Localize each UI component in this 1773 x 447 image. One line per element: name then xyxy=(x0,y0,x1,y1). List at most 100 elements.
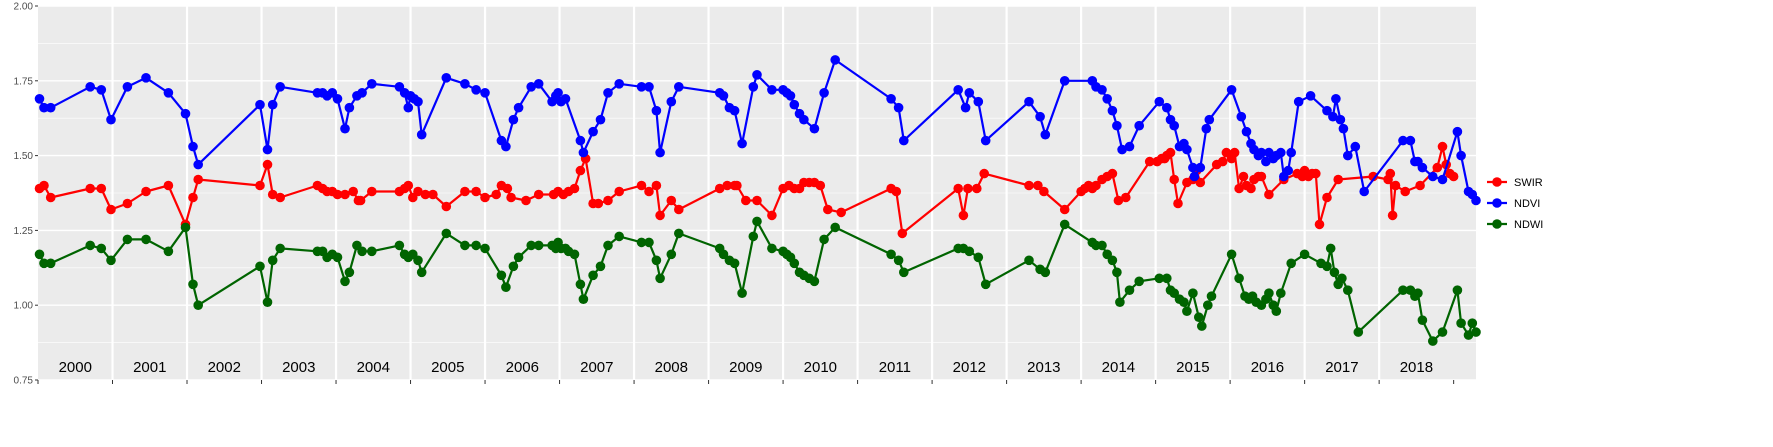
data-point-swir xyxy=(1039,186,1049,197)
data-point-ndvi xyxy=(1256,147,1267,158)
data-point-ndwi xyxy=(533,240,544,251)
data-point-ndwi xyxy=(96,243,107,254)
data-point-ndvi xyxy=(767,85,777,95)
data-point-ndvi xyxy=(1338,123,1349,134)
data-point-swir xyxy=(666,195,677,206)
data-point-swir xyxy=(569,183,580,194)
data-point-ndvi xyxy=(789,99,800,110)
legend-label: NDWI xyxy=(1514,219,1543,231)
y-tick-label: 2.00 xyxy=(14,2,34,13)
data-point-swir xyxy=(752,195,762,206)
data-point-ndwi xyxy=(1188,288,1198,299)
data-point-ndvi xyxy=(193,159,203,170)
data-point-ndwi xyxy=(1182,306,1192,317)
data-point-ndvi xyxy=(1359,186,1369,197)
data-point-ndvi xyxy=(1241,126,1252,137)
data-point-ndvi xyxy=(340,123,350,134)
data-point-ndvi xyxy=(513,102,524,113)
year-label: 2002 xyxy=(208,359,241,376)
data-point-swir xyxy=(533,189,544,200)
data-point-ndvi xyxy=(1169,120,1179,131)
data-point-ndvi xyxy=(1117,144,1127,155)
data-point-swir xyxy=(460,186,470,197)
data-point-ndwi xyxy=(588,270,598,281)
data-point-ndwi xyxy=(267,255,278,266)
data-point-ndvi xyxy=(1350,141,1361,152)
data-point-swir xyxy=(836,207,846,218)
data-point-ndvi xyxy=(819,88,829,98)
data-point-ndvi xyxy=(460,79,470,89)
data-point-swir xyxy=(491,189,502,200)
data-point-swir xyxy=(85,183,95,194)
data-point-ndvi xyxy=(416,129,427,140)
data-point-ndvi xyxy=(1195,162,1206,173)
data-point-swir xyxy=(1415,180,1425,191)
y-axis: 0.75 1.00 1.25 1.50 1.75 2.00 xyxy=(14,2,38,387)
data-point-swir xyxy=(45,192,56,203)
data-point-ndwi xyxy=(122,234,133,245)
data-point-swir xyxy=(1322,192,1332,203)
year-label: 2003 xyxy=(282,359,315,376)
data-point-ndvi xyxy=(1335,114,1346,125)
data-point-ndwi xyxy=(460,240,470,251)
data-point-swir xyxy=(1107,168,1118,179)
data-point-ndwi xyxy=(575,279,586,290)
data-point-swir xyxy=(636,180,647,191)
data-point-ndvi xyxy=(1040,129,1051,140)
legend-label: NDVI xyxy=(1514,198,1540,210)
data-point-swir xyxy=(644,186,654,197)
year-labels: 2000 2001 2002 2003 2004 2005 2006 2007 2008 2009… xyxy=(59,359,1434,376)
data-point-ndwi xyxy=(163,246,174,257)
data-point-ndvi xyxy=(893,102,904,113)
data-point-ndwi xyxy=(106,255,116,266)
data-point-ndwi xyxy=(603,240,613,251)
data-point-ndwi xyxy=(886,249,896,260)
y-tick-label: 1.75 xyxy=(14,76,34,87)
data-point-swir xyxy=(163,180,174,191)
data-point-ndvi xyxy=(644,82,654,92)
data-point-swir xyxy=(979,168,989,179)
data-point-ndvi xyxy=(141,73,151,83)
data-point-ndvi xyxy=(809,123,820,134)
data-point-swir xyxy=(1238,171,1249,182)
series-ndvi xyxy=(34,55,1481,206)
data-point-ndvi xyxy=(737,138,747,149)
data-point-ndwi xyxy=(357,246,367,257)
data-point-swir xyxy=(420,189,431,200)
data-point-swir xyxy=(603,195,613,206)
data-point-ndwi xyxy=(1271,306,1282,317)
data-point-swir xyxy=(502,183,513,194)
data-point-ndvi xyxy=(973,96,984,107)
data-point-ndvi xyxy=(367,79,377,89)
year-label: 2001 xyxy=(133,359,166,376)
year-label: 2016 xyxy=(1251,359,1284,376)
data-point-swir xyxy=(1400,186,1410,197)
series-group xyxy=(34,55,1481,346)
data-point-ndwi xyxy=(1154,273,1165,284)
data-point-ndwi xyxy=(1179,297,1189,308)
data-point-ndvi xyxy=(1182,144,1192,155)
data-point-swir xyxy=(593,198,604,209)
data-point-ndwi xyxy=(344,267,355,278)
data-point-ndwi xyxy=(1059,219,1070,230)
data-point-swir xyxy=(1195,177,1206,188)
data-point-ndvi xyxy=(501,141,511,152)
data-point-ndwi xyxy=(85,240,95,251)
data-point-swir xyxy=(1437,141,1448,152)
data-point-ndwi xyxy=(340,276,350,287)
data-point-ndvi xyxy=(1428,171,1438,182)
data-point-ndvi xyxy=(953,85,963,95)
data-point-swir xyxy=(1432,162,1443,173)
data-point-swir xyxy=(1234,183,1244,194)
data-point-ndvi xyxy=(1456,150,1466,161)
data-point-ndwi xyxy=(569,249,580,260)
data-point-ndvi xyxy=(964,88,975,98)
year-label: 2017 xyxy=(1325,359,1358,376)
data-point-ndvi xyxy=(636,82,647,92)
data-point-ndvi xyxy=(603,88,613,98)
data-point-swir xyxy=(1059,204,1070,215)
series-swir xyxy=(34,141,1459,239)
data-point-ndvi xyxy=(1059,76,1070,86)
data-point-ndvi xyxy=(614,79,624,89)
